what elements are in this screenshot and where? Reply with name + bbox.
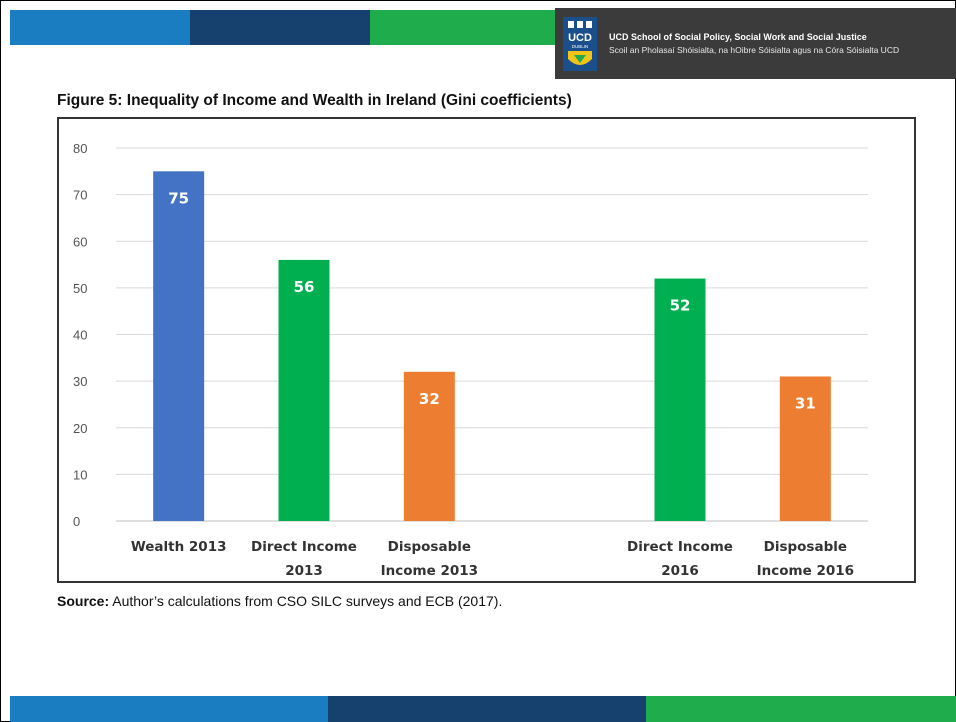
data-label: 32	[419, 390, 440, 408]
category-label: Income 2016	[757, 563, 854, 579]
y-tick-label: 60	[73, 234, 87, 249]
category-label: 2013	[285, 563, 323, 579]
logo-word: UCD	[568, 32, 592, 44]
category-label: Income 2013	[381, 563, 478, 579]
top-bar-light-blue	[10, 10, 190, 45]
data-label: 56	[294, 278, 315, 296]
ucd-logo-banner: UCD DUBLIN UCD School of Social Policy, …	[555, 8, 956, 79]
source-label: Source:	[57, 593, 110, 609]
category-label: 2016	[661, 563, 699, 579]
y-tick-label: 50	[73, 281, 87, 296]
bar	[779, 376, 831, 521]
figure-title: Figure 5: Inequality of Income and Wealt…	[57, 92, 572, 109]
bottom-bar-light-blue	[10, 696, 328, 722]
bottom-bar-dark-blue	[328, 696, 646, 722]
school-name-irish: Scoil an Pholasaí Shóisialta, na hOibre …	[609, 44, 900, 55]
y-tick-label: 0	[73, 514, 80, 529]
y-tick-label: 30	[73, 374, 87, 389]
y-tick-label: 70	[73, 188, 87, 203]
category-label: Wealth 2013	[131, 539, 227, 555]
data-label: 75	[168, 189, 189, 207]
ucd-crest-icon: UCD DUBLIN	[563, 16, 597, 71]
bar	[153, 171, 205, 521]
y-tick-label: 40	[73, 328, 87, 343]
y-tick-label: 20	[73, 421, 87, 436]
bottom-bar-green	[646, 696, 956, 722]
category-label: Direct Income	[627, 539, 733, 555]
y-tick-label: 10	[73, 467, 87, 482]
source-text: Author’s calculations from CSO SILC surv…	[109, 593, 503, 609]
top-bar-dark-blue	[190, 10, 370, 45]
logo-sub: DUBLIN	[572, 44, 589, 49]
category-label: Disposable	[764, 539, 847, 555]
bar	[654, 278, 706, 521]
category-label: Disposable	[388, 539, 471, 555]
school-name-english: UCD School of Social Policy, Social Work…	[609, 31, 867, 42]
y-tick-label: 80	[73, 141, 87, 156]
source-note: Source: Author’s calculations from CSO S…	[57, 593, 502, 609]
data-label: 52	[670, 297, 691, 315]
bar	[403, 371, 455, 521]
chart-frame: 0 10 20 30 40 50 60 70 80 Wealth 2013 75 Direct Inc…	[57, 117, 916, 583]
category-label: Direct Income	[251, 539, 357, 555]
data-label: 31	[795, 394, 816, 412]
bar	[278, 259, 330, 521]
bar-chart: 0 10 20 30 40 50 60 70 80 Wealth 2013 75 Direct Inc…	[73, 141, 868, 579]
